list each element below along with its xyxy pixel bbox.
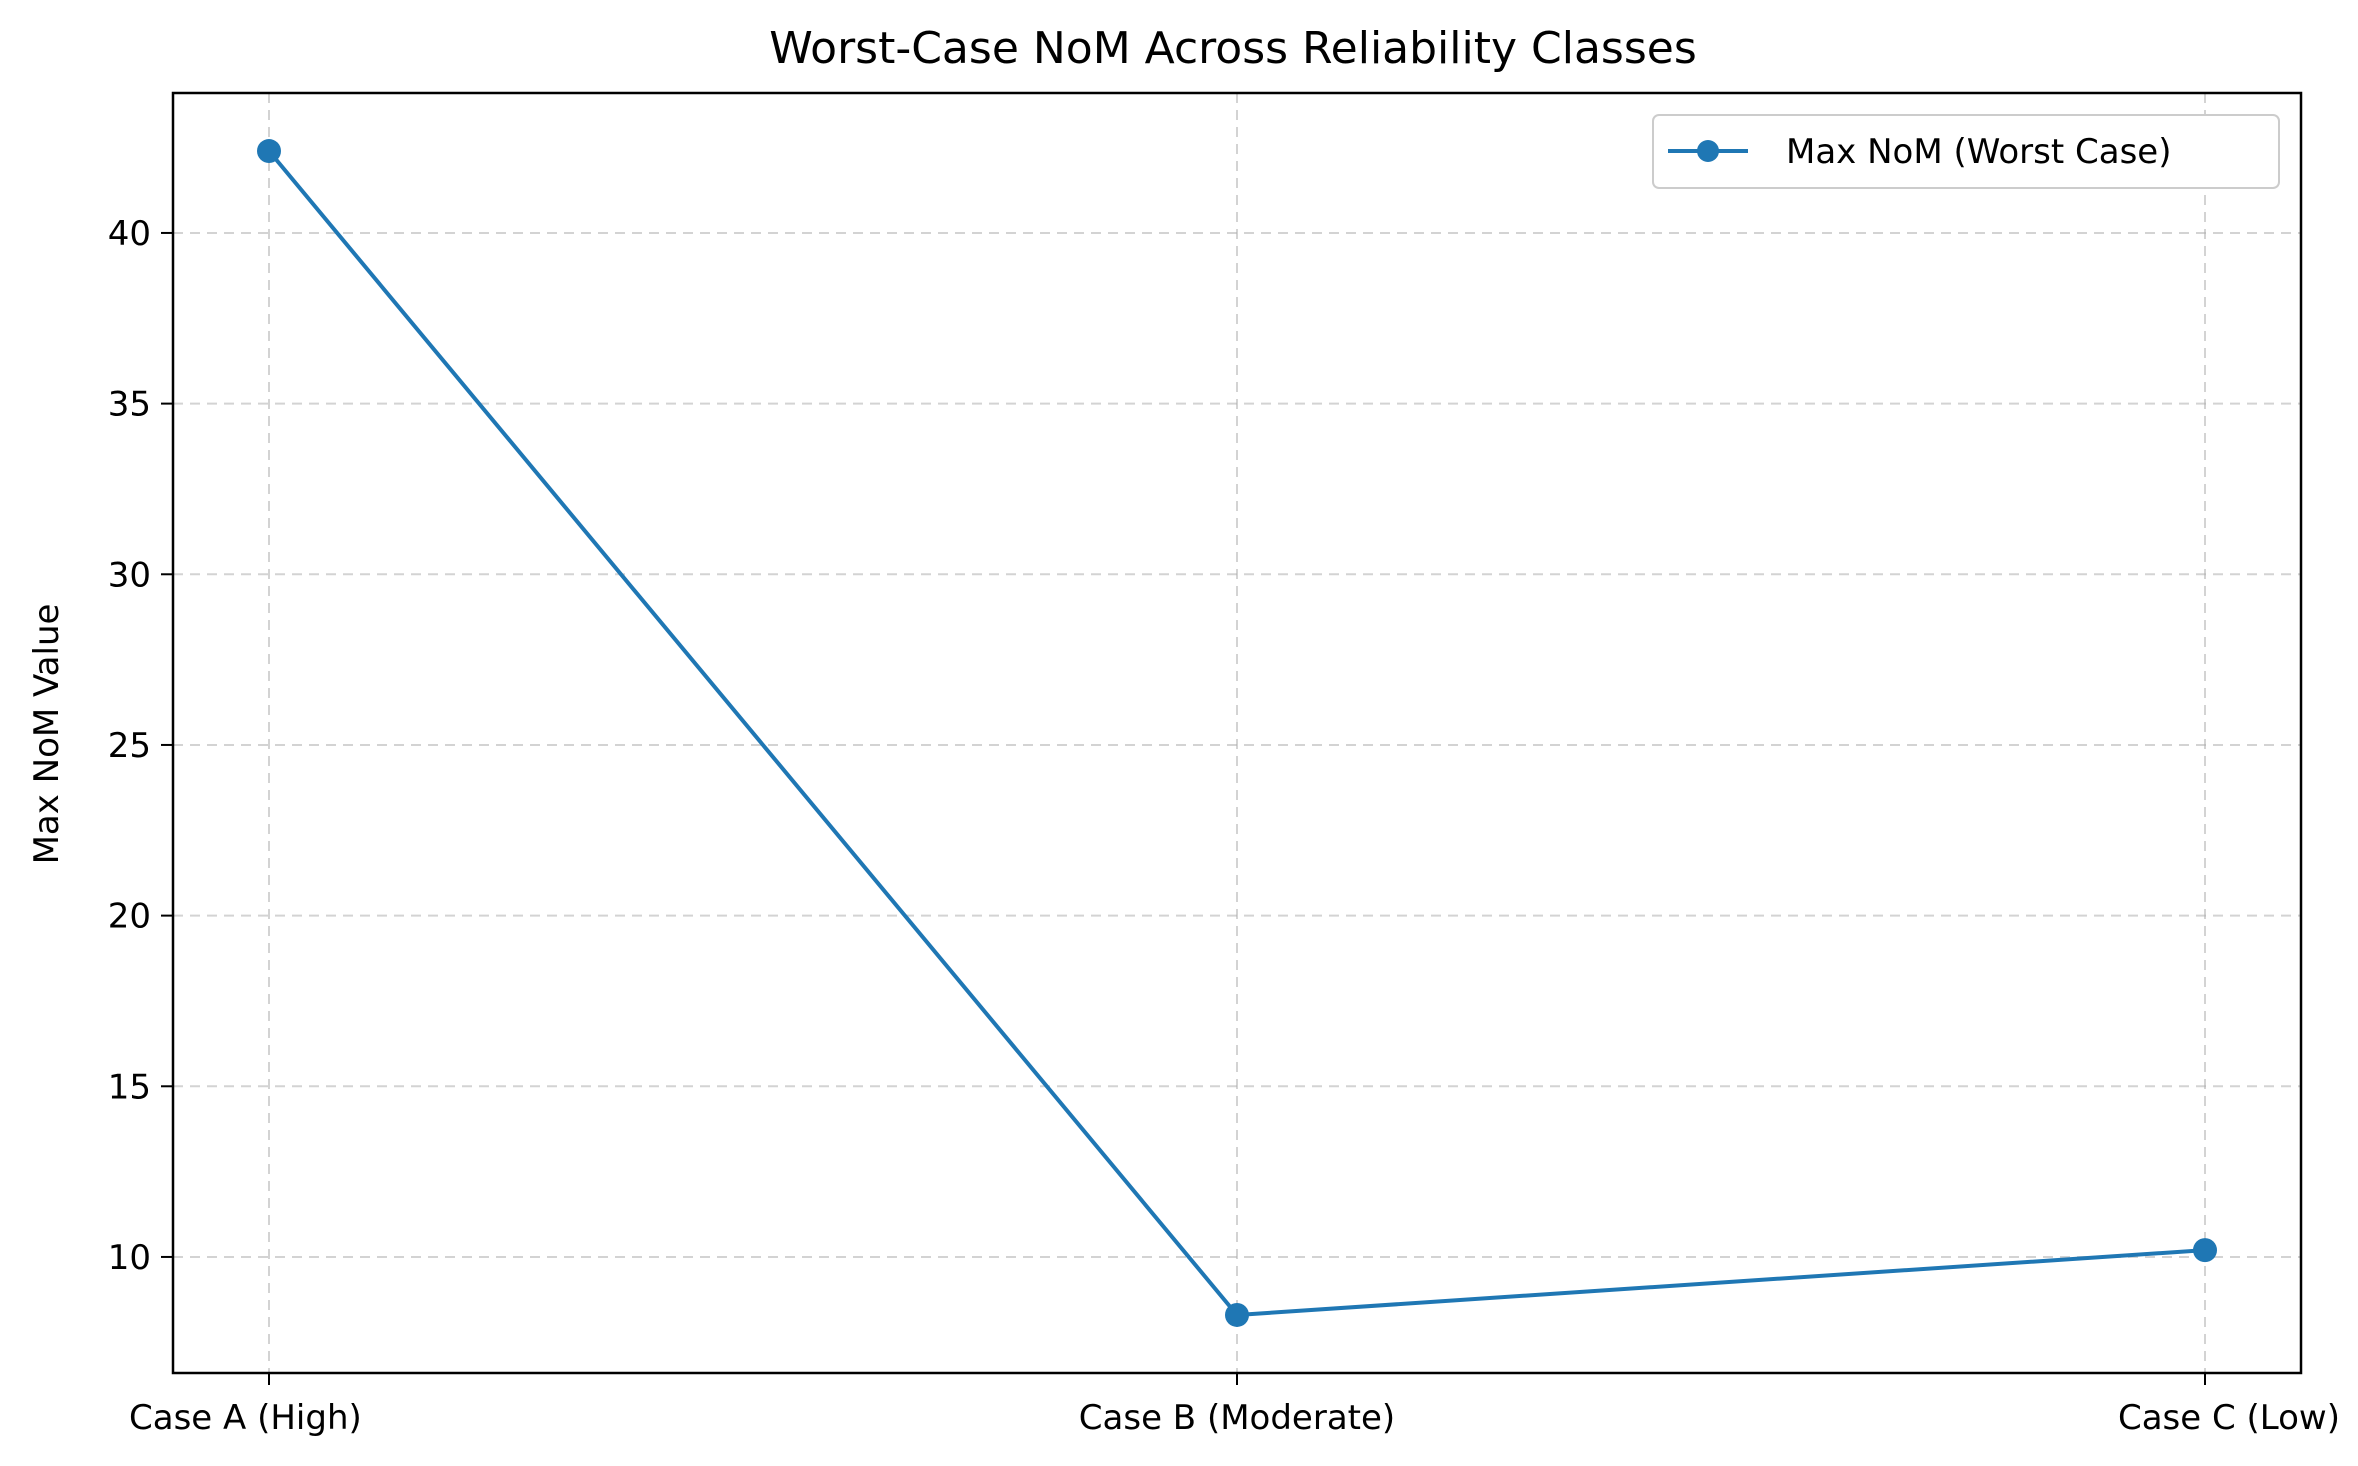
chart-title: Worst-Case NoM Across Reliability Classe… xyxy=(769,23,1697,74)
x-tick-label: Case B (Moderate) xyxy=(1079,1398,1395,1438)
legend-label: Max NoM (Worst Case) xyxy=(1786,132,2171,172)
x-tick-label: Case A (High) xyxy=(129,1398,362,1438)
data-point-marker xyxy=(257,139,281,164)
data-point-marker xyxy=(1225,1302,1249,1327)
legend-box xyxy=(1652,114,2280,189)
grid-lines xyxy=(173,93,2301,1373)
legend: Max NoM (Worst Case) xyxy=(1652,114,2280,189)
plot-area-frame xyxy=(171,91,2303,1375)
y-axis-label: Max NoM Value xyxy=(27,604,67,865)
data-point-marker xyxy=(2193,1238,2217,1263)
x-tick-label: Case C (Low) xyxy=(2118,1398,2340,1438)
data-series xyxy=(257,139,2217,1327)
y-tick-label: 10 xyxy=(108,1238,151,1278)
axis-ticks: 10 15 20 25 30 35 40 Case A (High) Case B (Moder… xyxy=(108,214,2340,1438)
y-tick-label: 40 xyxy=(108,214,151,254)
y-tick-label: 20 xyxy=(108,897,151,937)
series-line xyxy=(267,149,2206,1317)
y-tick-label: 25 xyxy=(108,726,151,766)
legend-marker-swatch xyxy=(1697,140,1719,162)
y-tick-label: 35 xyxy=(108,385,151,425)
y-tick-label: 15 xyxy=(108,1067,151,1107)
y-tick-label: 30 xyxy=(108,555,151,595)
